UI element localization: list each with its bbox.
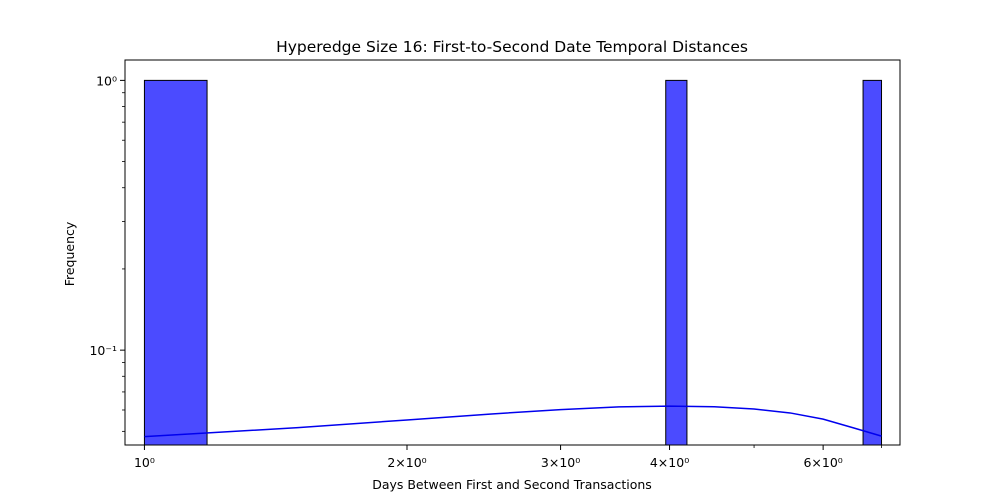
chart-title: Hyperedge Size 16: First-to-Second Date …	[276, 38, 748, 56]
x-axis-label: Days Between First and Second Transactio…	[372, 477, 652, 492]
x-tick-label-3: 3×10⁰	[541, 455, 580, 470]
kde-line	[144, 405, 882, 438]
histogram-bar-3	[862, 79, 883, 446]
x-tick-label-4: 4×10⁰	[650, 455, 689, 470]
histogram-bar-2	[665, 79, 688, 446]
axes-frame	[124, 59, 901, 446]
y-tick-label-2: 10⁰	[96, 73, 117, 88]
x-tick-label-5: 6×10⁰	[803, 455, 842, 470]
x-tick-label-2: 2×10⁰	[387, 455, 426, 470]
histogram-bar-1	[143, 79, 208, 446]
x-tick-label-1: 10⁰	[134, 455, 155, 470]
y-tick-label-1: 10⁻¹	[89, 343, 117, 358]
y-axis-label: Frequency	[62, 221, 77, 286]
plot-area: 10⁰ 2×10⁰ 3×10⁰ 4×10⁰ 6×10⁰ 10⁻¹ 10⁰	[89, 59, 901, 470]
